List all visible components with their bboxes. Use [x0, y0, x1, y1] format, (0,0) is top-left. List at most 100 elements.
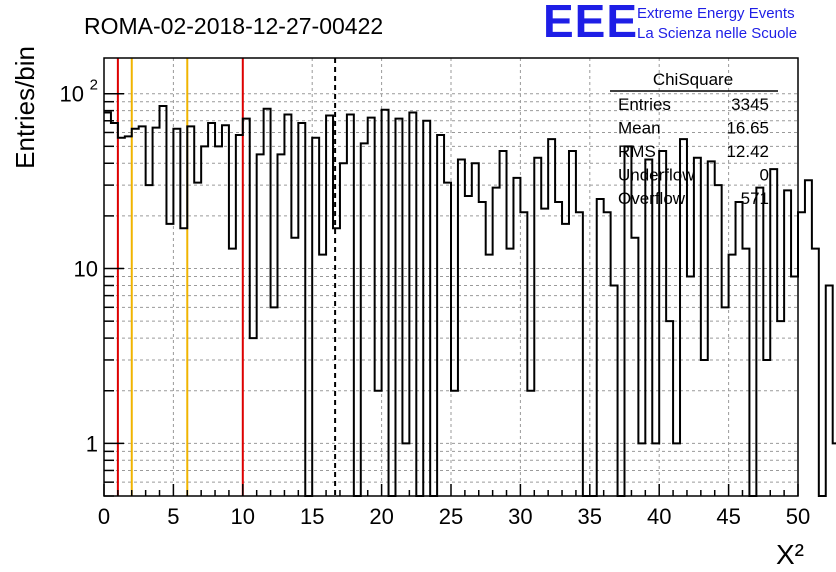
histogram-bin: [645, 160, 652, 496]
histogram-bin: [111, 123, 118, 496]
histogram-bin: [708, 161, 715, 496]
stats-title: ChiSquare: [653, 70, 733, 89]
histogram-bin: [756, 188, 763, 496]
histogram-bin: [604, 212, 611, 496]
logo-line-2: La Scienza nelle Scuole: [637, 25, 798, 42]
histogram-bin: [791, 277, 798, 496]
histogram-bin: [729, 255, 736, 496]
histogram-bin: [444, 183, 451, 496]
x-tick-label: 30: [508, 504, 532, 529]
histogram-bin: [472, 163, 479, 496]
histogram-bin: [687, 277, 694, 496]
histogram-bin: [312, 138, 319, 496]
histogram-bin: [104, 113, 111, 496]
x-tick-label: 5: [167, 504, 179, 529]
histogram-bin: [569, 151, 576, 496]
histogram-bin: [534, 158, 541, 496]
histogram-bin: [770, 169, 777, 496]
stats-row-label: Mean: [618, 119, 661, 138]
eee-logo: EEE Extreme Energy Events La Scienza nel…: [543, 0, 833, 48]
histogram-bin: [694, 158, 701, 496]
histogram-bin: [666, 321, 673, 496]
histogram-bin: [326, 116, 333, 496]
histogram-bin: [160, 106, 167, 496]
histogram-bin: [479, 202, 486, 496]
histogram-bin: [805, 180, 812, 496]
y-axis: 1 10 10 2: [60, 77, 124, 497]
histogram-bin: [541, 209, 548, 496]
stats-row-value: 571: [741, 189, 769, 208]
stats-row-label: Entries: [618, 95, 671, 114]
histogram-bin: [146, 185, 153, 496]
stats-row-value: 16.65: [726, 119, 769, 138]
histogram-bin: [298, 123, 305, 496]
histogram-bin: [409, 113, 416, 496]
histogram-bin: [812, 249, 819, 496]
histogram-bin: [125, 136, 132, 496]
histogram-bin: [264, 109, 271, 496]
stats-box: ChiSquare Entries 3345 Mean 16.65 RMS 12.42 Un…: [610, 70, 778, 208]
histogram-bin: [715, 185, 722, 496]
stats-row-value: 12.42: [726, 142, 769, 161]
histogram-bin: [340, 163, 347, 496]
histogram-bin: [250, 338, 257, 496]
stats-row-label: RMS: [618, 142, 656, 161]
histogram-bin: [118, 138, 125, 496]
histogram-bin: [423, 121, 430, 496]
histogram-bin: [187, 126, 194, 496]
run-title: ROMA-02-2018-12-27-00422: [84, 13, 383, 39]
stats-row-value: 3345: [731, 95, 769, 114]
histogram-bin: [319, 255, 326, 496]
histogram-bin: [139, 126, 146, 496]
histogram-bin: [784, 190, 791, 496]
histogram-bin: [722, 307, 729, 496]
histogram-bin: [520, 212, 527, 496]
histogram-bin: [208, 123, 215, 496]
histogram-bin: [222, 125, 229, 496]
histogram-bin: [194, 183, 201, 496]
y-tick-label: 10: [60, 82, 84, 107]
histogram-bin: [437, 135, 444, 496]
histogram-bin: [763, 360, 770, 496]
histogram-bin: [382, 110, 389, 496]
x-tick-label: 10: [231, 504, 255, 529]
y-axis-label: Entries/bin: [10, 46, 40, 169]
histogram-bin: [173, 129, 180, 496]
histogram-bin: [153, 128, 160, 496]
x-axis: 0 5 10 15 20 25 30 35 40 45 50: [98, 484, 810, 529]
histogram-bin: [278, 154, 285, 496]
y-tick-exponent: 2: [90, 77, 98, 94]
histogram-bin: [777, 321, 784, 496]
histogram-bin: [284, 115, 291, 496]
stats-row-label: Overflow: [618, 189, 686, 208]
histogram-bin: [271, 307, 278, 496]
histogram-bin: [798, 212, 805, 496]
histogram-bin: [458, 160, 465, 496]
x-tick-label: 20: [369, 504, 393, 529]
histogram-bin: [493, 188, 500, 496]
logo-line-1: Extreme Energy Events: [637, 5, 795, 22]
x-tick-label: 15: [300, 504, 324, 529]
histogram-bin: [500, 151, 507, 496]
histogram-bin: [513, 178, 520, 496]
histogram-bin: [736, 202, 743, 496]
histogram-bin: [701, 360, 708, 496]
histogram-outline: [104, 105, 836, 497]
x-tick-label: 45: [716, 504, 740, 529]
y-tick-label: 1: [86, 431, 98, 456]
stats-row-label: Underflow: [618, 166, 695, 185]
histogram-bin: [257, 154, 264, 496]
histogram-bin: [347, 115, 354, 496]
y-tick-label: 10: [74, 257, 98, 282]
histogram-bin: [555, 202, 562, 496]
x-tick-label: 25: [439, 504, 463, 529]
histogram-bin: [236, 135, 243, 496]
histogram-bins: [104, 106, 836, 496]
x-tick-label: 0: [98, 504, 110, 529]
histogram-bin: [368, 118, 375, 496]
x-tick-label: 40: [647, 504, 671, 529]
x-tick-label: 50: [786, 504, 810, 529]
x-axis-label: X²: [776, 539, 804, 570]
stats-row-value: 0: [760, 166, 769, 185]
